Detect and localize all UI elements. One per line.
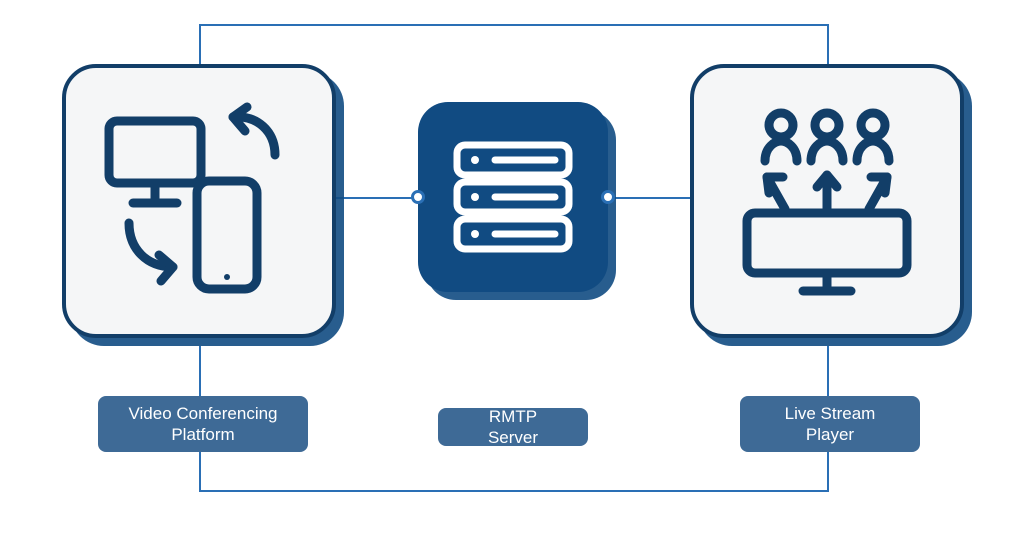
card (62, 64, 336, 338)
diagram-stage: Video Conferencing Platform RMTP Server … (0, 0, 1024, 538)
label-live-stream-player: Live Stream Player (740, 396, 920, 452)
port-dot-right (601, 190, 615, 204)
server-icon (443, 127, 583, 267)
node-live-stream-player (690, 64, 964, 338)
card (418, 102, 608, 292)
connector-bottom-left-drop (199, 452, 201, 492)
card (690, 64, 964, 338)
node-video-conferencing (62, 64, 336, 338)
label-text: RMTP Server (462, 406, 564, 449)
connector-bottom (199, 490, 827, 492)
label-video-conferencing: Video Conferencing Platform (98, 396, 308, 452)
label-stem-player (827, 346, 829, 396)
label-text: Live Stream Player (785, 403, 876, 446)
label-stem-video (199, 346, 201, 396)
connector-top-right-drop (827, 24, 829, 64)
port-dot-left (411, 190, 425, 204)
devices-sync-icon (89, 91, 309, 311)
connector-bottom-right-drop (827, 452, 829, 492)
node-server (418, 102, 608, 292)
label-text: Video Conferencing Platform (128, 403, 277, 446)
connector-top-left-drop (199, 24, 201, 64)
connector-top (199, 24, 827, 26)
broadcast-audience-icon (717, 91, 937, 311)
label-server: RMTP Server (438, 408, 588, 446)
